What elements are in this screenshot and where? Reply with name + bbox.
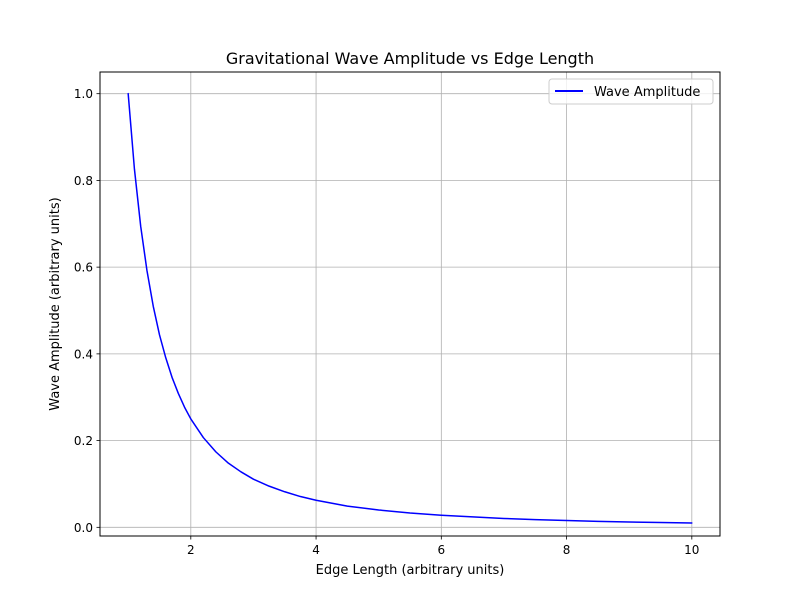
- y-tick-label: 0.6: [74, 261, 93, 275]
- chart-title: Gravitational Wave Amplitude vs Edge Len…: [226, 49, 594, 68]
- legend-label-wave-amplitude: Wave Amplitude: [594, 85, 700, 100]
- x-tick-label: 8: [563, 543, 571, 557]
- series-line-wave-amplitude: [127, 92, 693, 524]
- axis-ticks: 2 4 6 8 10 0.0 0.2 0.4 0.6 0.8 1.0: [74, 87, 700, 557]
- y-tick-label: 0.0: [74, 521, 93, 535]
- x-tick-label: 4: [312, 543, 320, 557]
- y-tick-label: 1.0: [74, 87, 93, 101]
- y-tick-label: 0.8: [74, 174, 93, 188]
- x-tick-label: 10: [684, 543, 699, 557]
- y-tick-label: 0.2: [74, 434, 93, 448]
- legend-box: [548, 78, 714, 105]
- legend: Wave Amplitude: [548, 78, 714, 105]
- y-axis-label: Wave Amplitude (arbitrary units): [48, 197, 63, 410]
- y-tick-label: 0.4: [74, 347, 93, 361]
- plot-area: [99, 71, 721, 537]
- x-tick-label: 2: [187, 543, 195, 557]
- x-axis-label: Edge Length (arbitrary units): [316, 563, 505, 578]
- x-tick-label: 6: [437, 543, 445, 557]
- series-group: [127, 92, 693, 524]
